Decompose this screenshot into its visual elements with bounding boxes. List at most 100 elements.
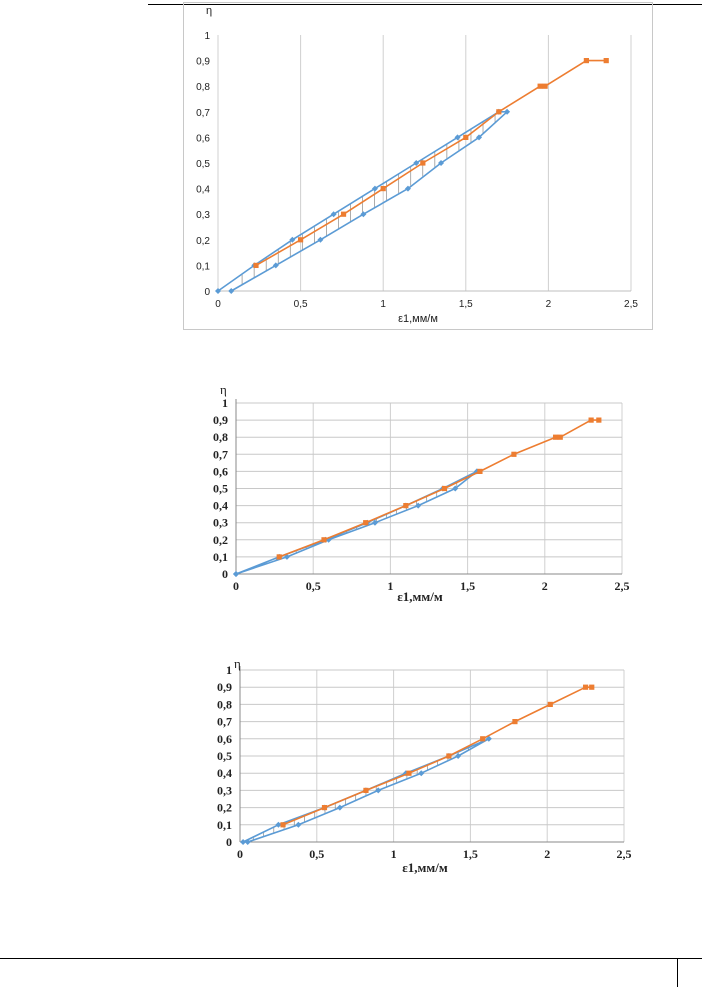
orange-point [480, 736, 486, 742]
blue-point [455, 753, 462, 759]
y-axis-label: η [206, 5, 212, 17]
blue-point [233, 571, 239, 577]
y-tick-label: 0,6 [217, 732, 232, 746]
orange-series-line [255, 59, 607, 267]
x-tick-label: 1 [391, 847, 397, 861]
orange-point [477, 468, 483, 474]
y-tick-label: 0,4 [213, 499, 228, 513]
blue-point [504, 108, 511, 115]
orange-point [463, 134, 469, 140]
x-tick-label: 1,5 [460, 579, 475, 593]
y-tick-label: 0,6 [196, 133, 210, 144]
orange-point [280, 822, 286, 828]
blue-point [317, 236, 324, 243]
x-axis-label: ε1,мм/м [397, 589, 443, 604]
y-tick-label: 0,5 [196, 159, 210, 170]
orange-point [557, 434, 563, 440]
y-tick-label: 1 [204, 31, 210, 42]
y-tick-label: 0,9 [213, 413, 228, 427]
orange-point [512, 719, 518, 725]
y-tick-label: 0,7 [213, 447, 228, 461]
orange-point [253, 262, 259, 268]
orange-point [380, 186, 386, 192]
orange-point [583, 58, 589, 64]
y-tick-label: 0,3 [196, 210, 210, 221]
chart-1-frame [183, 2, 653, 330]
blue-point [275, 821, 282, 828]
blue-point [330, 211, 337, 218]
blue-point [244, 839, 251, 845]
blue-point [360, 211, 367, 218]
header-rule [148, 4, 702, 5]
orange-point [363, 520, 369, 526]
blue-point [438, 160, 445, 166]
y-tick-label: 0,7 [196, 108, 210, 119]
x-tick-label: 2 [544, 847, 550, 861]
y-tick-label: 0 [204, 287, 210, 298]
orange-point [542, 83, 548, 89]
y-tick-label: 0,3 [217, 783, 232, 797]
y-tick-label: 1 [222, 396, 228, 410]
blue-point [336, 804, 343, 811]
orange-point [596, 417, 602, 423]
y-tick-label: 0,1 [196, 261, 210, 272]
blue-point [371, 519, 378, 526]
y-tick-label: 0,2 [213, 533, 228, 547]
y-tick-label: 0,6 [213, 464, 228, 478]
orange-point [603, 58, 609, 64]
x-tick-label: 0 [237, 847, 243, 861]
orange-series-line [282, 686, 592, 826]
y-tick-label: 0 [226, 835, 232, 849]
blue-point [418, 770, 425, 777]
x-tick-label: 1,5 [463, 847, 478, 861]
blue-series-line [217, 111, 508, 292]
y-tick-label: 0,3 [213, 516, 228, 530]
orange-point [321, 805, 328, 811]
y-tick-label: 0,4 [196, 185, 210, 196]
x-axis-label: ε1,мм/м [402, 860, 448, 875]
blue-point [240, 839, 247, 845]
blue-point [404, 185, 411, 192]
x-tick-label: 0,5 [309, 847, 324, 861]
y-tick-label: 0,9 [196, 57, 210, 68]
chart-3: 0 0,1 0,2 0,3 0,4 0,5 0,6 0,7 0,8 0,9 1 0 0,5 1 1,5 2 2,… [217, 656, 632, 875]
orange-point [589, 684, 595, 690]
blue-point [228, 288, 235, 294]
orange-point [496, 109, 502, 115]
y-tick-label: 0,4 [217, 766, 232, 780]
y-tick-label: 0,8 [196, 82, 210, 93]
y-axis-label: η [220, 382, 227, 397]
y-tick-label: 0,9 [217, 680, 232, 694]
orange-point [406, 770, 412, 776]
y-axis-label: η [234, 656, 241, 671]
orange-point [420, 160, 426, 166]
blue-point [485, 735, 492, 742]
blue-point [295, 821, 302, 828]
blue-point [452, 485, 459, 492]
orange-point [446, 753, 452, 759]
chart-2: 0 0,1 0,2 0,3 0,4 0,5 0,6 0,7 0,8 0,9 1 0 0,5 1 1,5 2 2,… [213, 382, 630, 604]
x-axis-label: ε1,мм/м [398, 313, 438, 325]
footer-rule [0, 958, 702, 959]
y-tick-label: 0,7 [217, 715, 232, 729]
orange-point [340, 211, 347, 217]
y-tick-label: 0,1 [213, 550, 228, 564]
orange-point [583, 684, 589, 690]
blue-point [454, 134, 461, 141]
x-tick-label: 2,5 [624, 299, 638, 310]
y-tick-label: 1 [226, 663, 232, 677]
blue-point [476, 134, 483, 141]
y-tick-label: 0,2 [196, 236, 210, 247]
orange-point [321, 537, 327, 543]
x-tick-label: 2,5 [617, 847, 632, 861]
x-tick-label: 0 [215, 299, 221, 310]
blue-point [371, 185, 378, 192]
blue-point [375, 787, 382, 794]
y-tick-label: 0,8 [217, 697, 232, 711]
blue-point [272, 262, 279, 269]
orange-point [547, 701, 553, 707]
orange-point [403, 503, 409, 509]
y-tick-label: 0,5 [213, 482, 228, 496]
orange-point [511, 451, 517, 457]
